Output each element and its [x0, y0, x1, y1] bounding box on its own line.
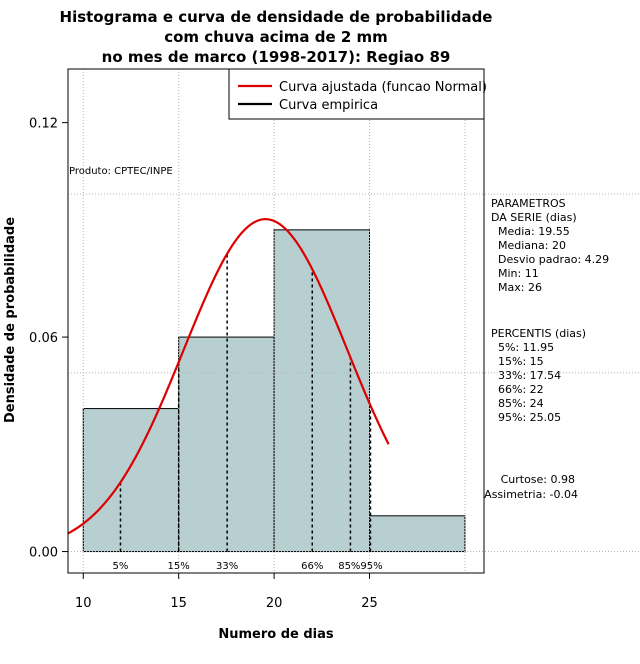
percentil-value: 66%: 22	[498, 383, 544, 396]
x-tick-label: 20	[266, 596, 283, 611]
histogram-bar-1	[82, 408, 180, 553]
params-header-sub: DA SERIE (dias)	[491, 211, 577, 224]
percentil-value: 95%: 25.05	[498, 411, 561, 424]
param-value: Max: 26	[498, 281, 542, 294]
legend-label-normal: Curva ajustada (funcao Normal)	[279, 80, 487, 95]
chart-title-line-3: no mes de marco (1998-2017): Regiao 89	[102, 48, 451, 66]
param-value: Mediana: 20	[498, 239, 566, 252]
chart-title-line-2: com chuva acima de 2 mm	[164, 28, 388, 46]
histogram-bar-3	[273, 229, 371, 553]
y-tick-label: 0.12	[29, 117, 58, 132]
param-value: Min: 11	[498, 267, 539, 280]
legend-box	[228, 68, 485, 120]
percentis-header: PERCENTIS (dias)	[491, 327, 586, 340]
percentil-value: 33%: 17.54	[498, 369, 561, 382]
x-tick-label: 10	[75, 596, 92, 611]
percentile-label: 5%	[113, 561, 129, 572]
percentile-label: 15%	[168, 561, 190, 572]
percentile-label: 85%95%	[338, 561, 382, 572]
y-tick-label: 0.06	[29, 331, 58, 346]
x-axis-label: Numero de dias	[218, 627, 334, 642]
percentile-label: 66%	[301, 561, 323, 572]
skewness-value: Assimetria: -0.04	[484, 488, 578, 501]
percentile-label: 33%	[216, 561, 238, 572]
normal-curve-line	[68, 218, 390, 535]
percentil-value: 15%: 15	[498, 355, 544, 368]
percentil-value: 5%: 11.95	[498, 341, 554, 354]
legend-label-empirical: Curva empirica	[279, 98, 378, 113]
chart-title-line-1: Histograma e curva de densidade de proba…	[60, 8, 493, 26]
percentil-value: 85%: 24	[498, 397, 544, 410]
param-value: Desvio padrao: 4.29	[498, 253, 609, 266]
histogram-bar-2	[178, 336, 275, 553]
params-header: PARAMETROS	[491, 197, 566, 210]
param-value: Media: 19.55	[498, 225, 570, 238]
y-axis-label: Densidade de probabilidade	[3, 217, 18, 423]
x-tick-label: 25	[361, 596, 378, 611]
product-annotation: Produto: CPTEC/INPE	[69, 166, 173, 177]
y-tick-label: 0.00	[29, 546, 58, 561]
x-tick-label: 15	[170, 596, 187, 611]
histogram-bar-4	[369, 515, 466, 553]
kurtosis-value: Curtose: 0.98	[501, 473, 575, 486]
